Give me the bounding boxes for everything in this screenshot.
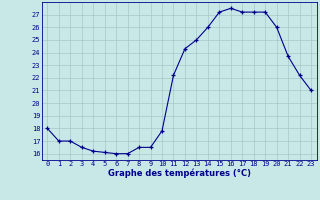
X-axis label: Graphe des températures (°C): Graphe des températures (°C) [108,169,251,178]
